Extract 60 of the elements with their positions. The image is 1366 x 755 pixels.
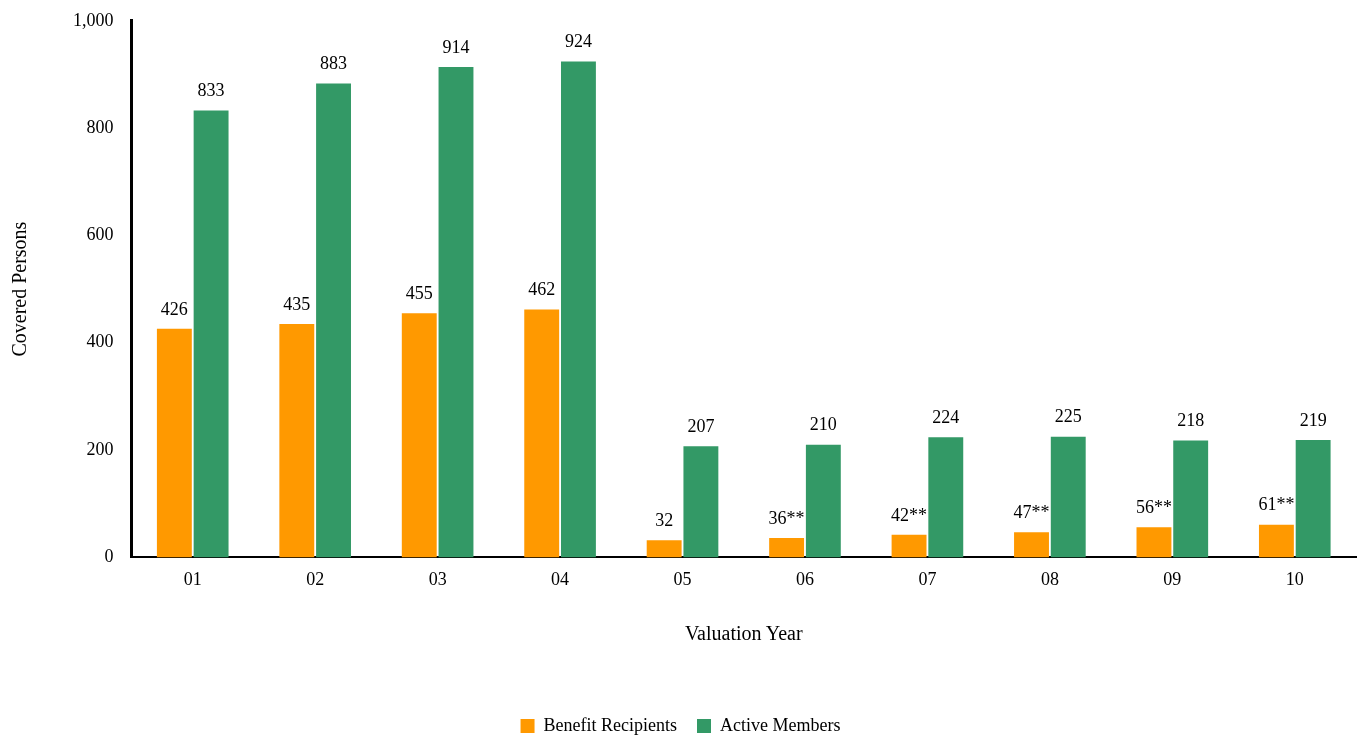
data-label: 462 <box>528 279 556 300</box>
bar <box>1050 436 1086 558</box>
bar <box>1258 524 1294 558</box>
bar <box>156 328 192 558</box>
data-label: 42** <box>891 504 928 525</box>
data-label: 32 <box>655 509 674 530</box>
data-label: 219 <box>1299 409 1327 430</box>
legend-label: Active Members <box>720 714 841 735</box>
bar <box>1295 439 1331 558</box>
data-label: 218 <box>1177 410 1205 431</box>
bar <box>524 309 560 558</box>
bar <box>646 540 682 558</box>
bar <box>1173 440 1209 558</box>
y-tick-label: 0 <box>104 546 114 567</box>
data-label: 883 <box>320 53 348 74</box>
x-axis-title: Valuation Year <box>684 622 803 645</box>
data-label: 924 <box>564 31 592 52</box>
data-label: 210 <box>809 414 837 435</box>
y-tick-label: 600 <box>86 224 114 245</box>
x-tick-label: 01 <box>183 568 202 589</box>
bar <box>279 323 315 558</box>
data-label: 455 <box>405 282 433 303</box>
data-label: 56** <box>1135 497 1172 518</box>
data-label: 435 <box>283 293 311 314</box>
bar <box>401 313 437 558</box>
x-tick-label: 06 <box>795 568 814 589</box>
bar <box>769 538 805 558</box>
x-tick-label: 04 <box>551 568 570 589</box>
x-tick-label: 03 <box>428 568 447 589</box>
bar <box>316 83 351 558</box>
y-axis-title: Covered Persons <box>8 221 31 357</box>
data-label: 207 <box>687 416 715 437</box>
bar <box>891 534 927 558</box>
bar <box>805 444 841 558</box>
bar <box>1136 527 1172 558</box>
bar <box>683 446 719 558</box>
y-tick-label: 400 <box>86 331 114 352</box>
x-tick-label: 02 <box>306 568 325 589</box>
y-tick-label: 800 <box>86 116 114 137</box>
y-tick-label: 200 <box>86 438 114 459</box>
data-label: 426 <box>160 298 188 319</box>
x-tick-label: 08 <box>1040 568 1059 589</box>
data-label: 36** <box>768 507 805 528</box>
bar <box>438 66 474 558</box>
data-label: 47** <box>1013 501 1050 522</box>
bar <box>193 110 229 558</box>
x-tick-label: 07 <box>918 568 937 589</box>
data-label: 225 <box>1054 406 1082 427</box>
x-tick-label: 05 <box>673 568 692 589</box>
bar <box>560 61 596 558</box>
data-label: 914 <box>442 36 470 57</box>
y-tick-label: 1,000 <box>73 9 114 30</box>
legend-label: Benefit Recipients <box>543 714 678 735</box>
x-tick-label: 09 <box>1163 568 1182 589</box>
bar <box>928 437 964 558</box>
x-tick-label: 10 <box>1285 568 1304 589</box>
bar <box>1014 532 1049 558</box>
data-label: 833 <box>197 80 225 101</box>
data-label: 61** <box>1258 494 1295 515</box>
data-label: 224 <box>932 406 960 427</box>
